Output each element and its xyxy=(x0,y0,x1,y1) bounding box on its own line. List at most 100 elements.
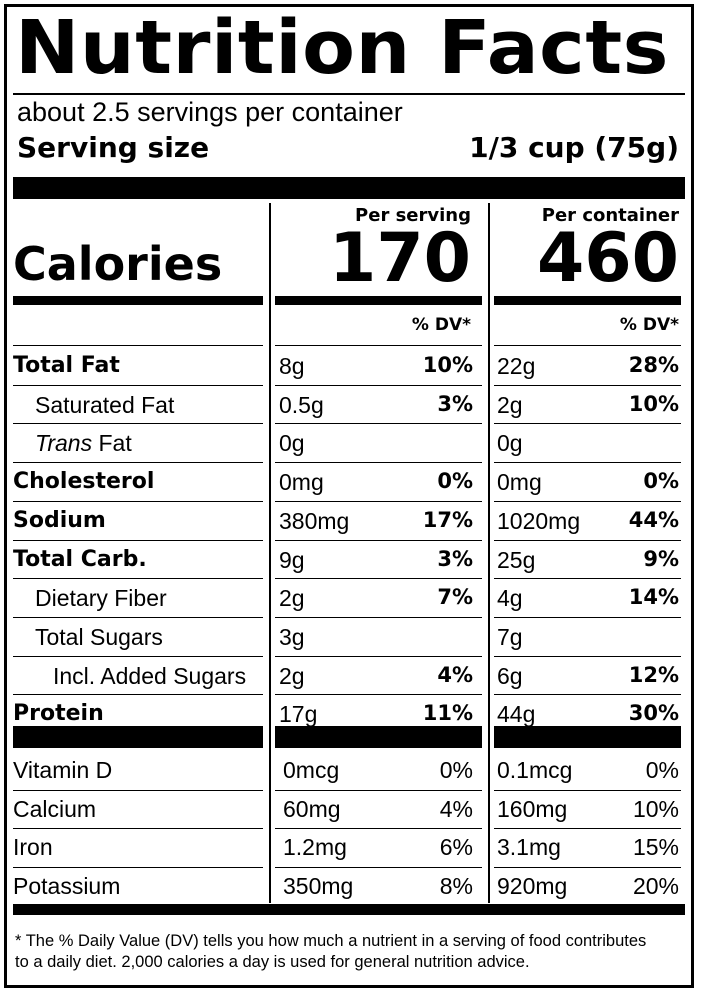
vitamin-label: Vitamin D xyxy=(13,757,113,783)
container-amount: 160mg xyxy=(497,795,568,822)
nutrient-label: Total Fat xyxy=(13,353,120,378)
container-dv: 10% xyxy=(632,795,679,822)
row-divider xyxy=(494,345,681,346)
serving-amount: 1.2mg xyxy=(283,834,347,860)
calories-per-serving: 170 xyxy=(329,219,471,298)
column-separator-left xyxy=(269,203,271,903)
container-amount: 4g xyxy=(497,585,523,612)
nutrient-label: Protein xyxy=(13,701,104,727)
serving-amount: 8g xyxy=(279,353,305,379)
serving-amount: 0.5g xyxy=(279,391,324,418)
container-amount: 2g xyxy=(497,391,523,418)
container-amount: 0.1mcg xyxy=(497,757,573,783)
column-separator-right xyxy=(488,203,490,903)
dv-header-container: % DV* xyxy=(619,315,679,335)
nutrient-label: Saturated Fat xyxy=(35,391,175,418)
serving-size-value: 1/3 cup (75g) xyxy=(469,131,679,164)
vitamin-section-bar xyxy=(494,726,681,748)
row-divider xyxy=(13,500,263,502)
row-divider xyxy=(13,694,263,696)
servings-per-container: about 2.5 servings per container xyxy=(17,97,403,127)
serving-dv: 17% xyxy=(422,507,473,532)
row-divider xyxy=(275,866,482,868)
vitamin-label: Potassium xyxy=(13,872,121,899)
row-divider xyxy=(13,384,263,386)
row-divider xyxy=(275,616,482,618)
footnote: * The % Daily Value (DV) tells you how m… xyxy=(15,932,647,971)
row-divider xyxy=(275,345,482,346)
row-divider xyxy=(275,578,482,580)
vitamin-label: Calcium xyxy=(13,795,97,822)
calories-bar-serving xyxy=(275,296,482,305)
nutrient-label: Total Sugars xyxy=(35,623,163,650)
row-divider xyxy=(13,789,263,791)
calories-bar-container xyxy=(494,296,681,305)
row-divider xyxy=(494,500,681,502)
row-divider xyxy=(494,694,681,696)
row-divider xyxy=(494,462,681,464)
row-divider xyxy=(13,539,263,541)
container-dv: 10% xyxy=(628,391,679,416)
row-divider xyxy=(494,578,681,580)
row-divider xyxy=(275,384,482,386)
container-dv: 12% xyxy=(628,662,679,687)
calories-label: Calories xyxy=(13,237,223,291)
nutrition-facts-label: Nutrition Facts about 2.5 servings per c… xyxy=(4,4,694,988)
serving-dv: 0% xyxy=(437,469,473,494)
container-dv: 44% xyxy=(628,507,679,532)
per-container-header: Per container xyxy=(541,205,679,226)
row-divider xyxy=(494,866,681,868)
nutrient-label-rest: Fat xyxy=(92,430,132,457)
row-divider xyxy=(275,539,482,541)
container-amount: 0mg xyxy=(497,469,542,496)
row-divider xyxy=(13,345,263,346)
serving-dv: 4% xyxy=(437,662,473,687)
row-divider xyxy=(13,578,263,580)
serving-dv: 7% xyxy=(437,585,473,610)
serving-dv: 0% xyxy=(439,757,473,783)
container-amount: 0g xyxy=(497,430,523,457)
calories-per-container: 460 xyxy=(537,219,679,298)
container-amount: 3.1mg xyxy=(497,834,561,860)
serving-amount: 2g xyxy=(279,662,305,689)
serving-amount: 9g xyxy=(279,546,305,573)
serving-amount: 0g xyxy=(279,430,305,457)
row-divider xyxy=(275,828,482,829)
serving-amount: 2g xyxy=(279,585,305,612)
row-divider xyxy=(275,694,482,696)
row-divider xyxy=(13,423,263,425)
title-divider xyxy=(13,93,685,95)
container-amount: 6g xyxy=(497,662,523,689)
nutrient-label: Incl. Added Sugars xyxy=(53,662,247,689)
container-amount: 1020mg xyxy=(497,507,581,534)
nutrient-label-italic: Trans xyxy=(35,430,93,457)
container-dv: 14% xyxy=(628,585,679,610)
nutrient-label: Trans Fat xyxy=(35,430,132,457)
nutrient-label: Cholesterol xyxy=(13,469,155,495)
serving-amount: 60mg xyxy=(283,795,341,822)
row-divider xyxy=(275,462,482,464)
serving-dv: 3% xyxy=(437,391,473,416)
thick-divider-top xyxy=(13,177,685,199)
container-amount: 7g xyxy=(497,623,523,650)
container-amount: 25g xyxy=(497,546,536,573)
calories-bar-label xyxy=(13,296,263,305)
container-dv: 15% xyxy=(632,834,679,860)
vitamin-label: Iron xyxy=(13,834,53,860)
serving-dv: 3% xyxy=(437,546,473,571)
row-divider xyxy=(494,539,681,541)
container-dv: 9% xyxy=(643,546,679,571)
serving-amount: 380mg xyxy=(279,507,350,534)
row-divider xyxy=(494,789,681,791)
container-dv: 0% xyxy=(643,469,679,494)
nutrient-label: Total Carb. xyxy=(13,546,147,572)
serving-amount: 17g xyxy=(279,701,318,728)
row-divider xyxy=(275,655,482,657)
row-divider xyxy=(494,828,681,829)
thick-divider-bottom xyxy=(13,904,685,915)
vitamin-section-bar xyxy=(275,726,482,748)
row-divider xyxy=(494,423,681,425)
serving-dv: 6% xyxy=(439,834,473,860)
serving-size-label: Serving size xyxy=(17,131,210,164)
container-amount: 920mg xyxy=(497,872,568,899)
